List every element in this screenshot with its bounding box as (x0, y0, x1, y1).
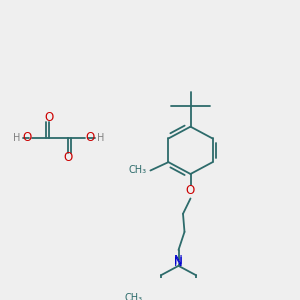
Text: H: H (97, 133, 104, 143)
Text: H: H (13, 133, 20, 143)
Text: O: O (85, 131, 95, 144)
Text: CH₃: CH₃ (124, 293, 142, 300)
Text: O: O (22, 131, 32, 144)
Text: N: N (174, 256, 183, 269)
Text: O: O (64, 151, 73, 164)
Text: N: N (174, 254, 183, 267)
Text: O: O (186, 184, 195, 196)
Text: O: O (44, 111, 53, 124)
Text: CH₃: CH₃ (129, 165, 147, 175)
